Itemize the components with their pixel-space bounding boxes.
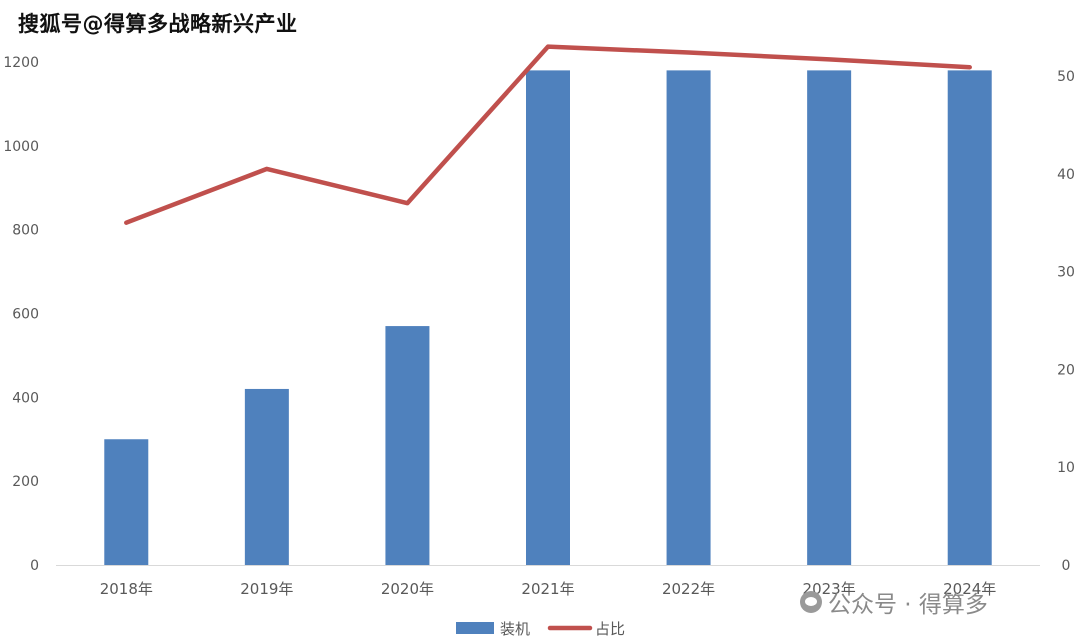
x-tick-label: 2018年 <box>100 580 153 598</box>
legend: 装机 占比 <box>456 620 625 638</box>
line-point <box>265 167 268 170</box>
x-tick-label: 2022年 <box>662 580 715 598</box>
watermark-top: 搜狐号@得算多战略新兴产业 <box>18 12 298 36</box>
bar <box>385 326 430 565</box>
y-right-tick-label: 20 <box>1057 362 1075 378</box>
line-point <box>547 45 549 48</box>
line-point <box>687 51 690 54</box>
y-right-axis: 0 10 20 30 40 50 <box>1057 69 1075 574</box>
x-tick-label: 2024年 <box>943 580 996 598</box>
bar <box>947 70 992 565</box>
legend-swatch-bar <box>456 622 494 634</box>
bar <box>807 70 852 565</box>
line-point <box>968 66 971 69</box>
y-right-tick-label: 40 <box>1057 167 1075 183</box>
y-left-axis: 0 200 400 600 800 1000 1200 <box>3 55 39 574</box>
y-right-tick-label: 10 <box>1057 460 1075 476</box>
x-tick-label: 2021年 <box>521 580 574 598</box>
bar <box>244 388 289 565</box>
legend-label-line: 占比 <box>595 620 625 638</box>
legend-label-bar: 装机 <box>500 620 530 638</box>
bar <box>104 439 149 565</box>
watermark-bottom: 公众号 · 得算多 <box>800 585 988 619</box>
y-left-tick-label: 400 <box>12 390 39 406</box>
x-tick-label: 2019年 <box>240 580 293 598</box>
y-right-tick-label: 50 <box>1057 69 1075 85</box>
bar <box>526 70 570 565</box>
y-left-tick-label: 0 <box>30 558 39 574</box>
line-point <box>828 58 831 61</box>
y-left-tick-label: 600 <box>12 307 39 323</box>
line-point <box>125 221 128 224</box>
line-point <box>406 202 409 205</box>
line-series <box>124 44 972 225</box>
x-tick-label: 2020年 <box>381 580 434 598</box>
y-right-tick-label: 0 <box>1062 558 1071 574</box>
watermark-bottom-text: 公众号 · 得算多 <box>828 592 988 618</box>
y-left-tick-label: 1200 <box>3 55 39 71</box>
wechat-icon <box>800 591 822 613</box>
bar-series <box>104 70 992 565</box>
bar <box>666 70 711 565</box>
y-left-tick-label: 800 <box>12 223 39 239</box>
y-left-tick-label: 200 <box>12 474 39 490</box>
y-left-tick-label: 1000 <box>3 139 39 155</box>
y-right-tick-label: 30 <box>1057 265 1075 281</box>
